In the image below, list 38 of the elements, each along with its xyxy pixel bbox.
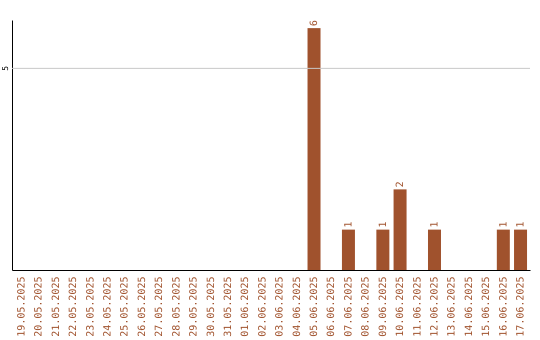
- data-label: 1: [498, 222, 510, 228]
- x-tick-label: 06.06.2025: [326, 276, 338, 337]
- data-label: 1: [516, 222, 527, 228]
- x-tick-label: 26.05.2025: [136, 276, 148, 337]
- x-tick-label: 30.05.2025: [206, 276, 217, 337]
- x-tick-label: 20.05.2025: [34, 276, 45, 337]
- x-tick-label: 16.06.2025: [498, 276, 510, 337]
- ref-line-label: 5: [1, 66, 10, 71]
- x-tick-label: 23.05.2025: [85, 276, 96, 337]
- x-tick-label: 10.06.2025: [395, 276, 406, 337]
- x-tick-label: 02.06.2025: [257, 276, 268, 337]
- data-label: 1: [429, 222, 440, 228]
- x-tick-label: 15.06.2025: [481, 276, 492, 337]
- x-tick-label: 04.06.2025: [292, 276, 303, 337]
- x-tick-label: 08.06.2025: [360, 276, 372, 337]
- x-tick-label: 24.05.2025: [102, 276, 114, 337]
- data-label: 2: [395, 181, 406, 188]
- x-tick-label: 12.06.2025: [429, 276, 440, 337]
- x-tick-label: 31.05.2025: [222, 276, 234, 337]
- x-tick-label: 19.05.2025: [16, 276, 28, 337]
- data-label: 6: [309, 20, 320, 26]
- data-label: 1: [378, 222, 389, 228]
- data-label: 1: [343, 222, 354, 228]
- x-tick-label: 09.06.2025: [378, 276, 389, 337]
- x-tick-label: 13.06.2025: [446, 276, 458, 337]
- x-tick-label: 27.05.2025: [154, 276, 166, 337]
- x-tick-label: 21.05.2025: [50, 276, 62, 337]
- x-tick-label: 17.06.2025: [516, 276, 527, 337]
- x-tick-label: 11.06.2025: [412, 276, 424, 337]
- x-tick-label: 07.06.2025: [343, 276, 354, 337]
- x-tick-label: 05.06.2025: [309, 276, 320, 337]
- x-tick-label: 25.05.2025: [120, 276, 131, 337]
- x-tick-label: 01.06.2025: [240, 276, 252, 337]
- x-tick-label: 03.06.2025: [274, 276, 286, 337]
- x-tick-label: 28.05.2025: [171, 276, 182, 337]
- x-tick-label: 14.06.2025: [464, 276, 475, 337]
- x-tick-label: 29.05.2025: [188, 276, 200, 337]
- x-tick-label: 22.05.2025: [68, 276, 80, 337]
